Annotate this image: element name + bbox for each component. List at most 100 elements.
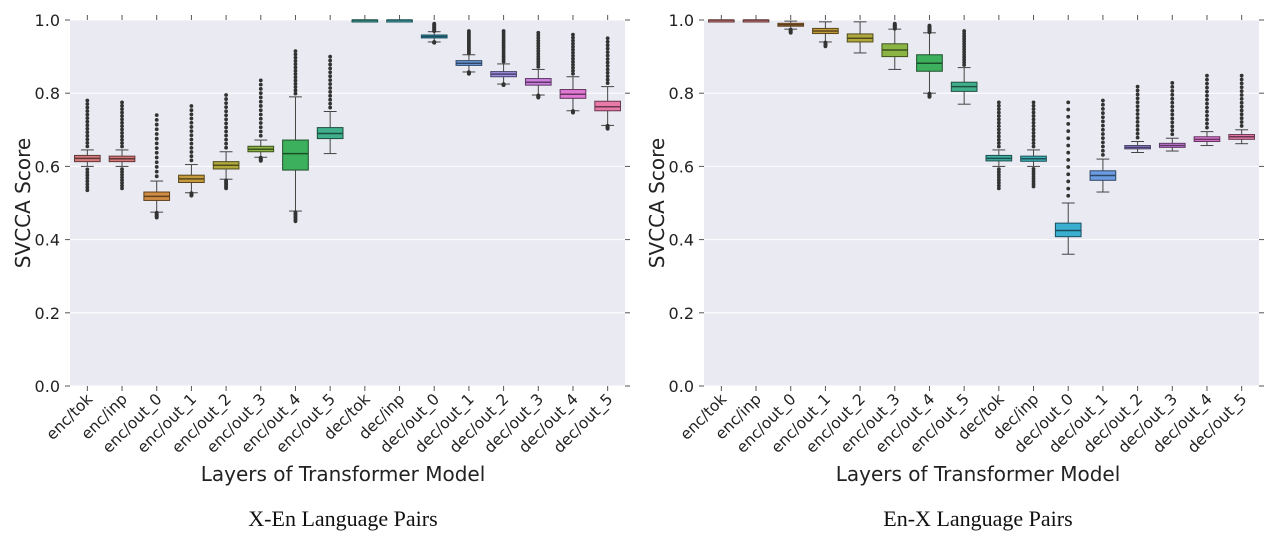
outlier-point xyxy=(120,169,124,174)
y-tick-label: 0.8 xyxy=(35,84,60,103)
outlier-point xyxy=(120,127,124,132)
outlier-point xyxy=(154,155,159,160)
outlier-point xyxy=(85,144,90,149)
outlier-point xyxy=(823,44,828,49)
grid xyxy=(70,19,625,387)
outlier-point xyxy=(1239,73,1244,78)
outlier-point xyxy=(605,64,610,68)
outlier-point xyxy=(120,100,124,105)
outlier-point xyxy=(258,129,263,134)
outlier-point xyxy=(536,59,541,64)
outlier-point xyxy=(258,78,263,83)
outlier-point xyxy=(328,54,333,59)
outlier-point xyxy=(1205,105,1209,110)
y-tick-label: 0.6 xyxy=(669,157,694,176)
outlier-point xyxy=(892,21,897,26)
outlier-point xyxy=(536,54,541,59)
outlier-point xyxy=(605,74,610,79)
outlier-point xyxy=(224,109,228,114)
outlier-point xyxy=(605,77,610,82)
outlier-point xyxy=(85,185,90,190)
outlier-point xyxy=(1170,120,1175,125)
outlier-point xyxy=(293,52,298,57)
outlier-point xyxy=(1170,132,1175,137)
y-axis-label: SVCCA Score xyxy=(645,138,669,268)
outlier-point xyxy=(293,68,298,73)
box-dec-out-1 xyxy=(1089,98,1117,193)
outlier-point xyxy=(258,108,263,113)
outlier-point xyxy=(571,71,575,76)
outlier-point xyxy=(120,175,124,180)
box-dec-out-4 xyxy=(1193,73,1221,147)
outlier-point xyxy=(85,188,90,193)
outlier-point xyxy=(258,133,263,138)
outlier-point xyxy=(467,71,471,76)
chart-x-en: 0.00.20.40.60.81.0 enc/tokenc/inpenc/out… xyxy=(11,11,630,531)
outlier-point xyxy=(1239,116,1244,121)
outlier-point xyxy=(605,36,610,41)
outlier-point xyxy=(1205,97,1209,102)
box-dec-out-2 xyxy=(1124,84,1151,153)
box-series xyxy=(74,19,621,224)
outlier-point xyxy=(536,57,541,61)
outlier-point xyxy=(1170,128,1175,133)
outlier-point xyxy=(224,97,228,101)
box-enc-inp xyxy=(108,100,136,191)
outlier-point xyxy=(120,183,124,188)
outlier-point xyxy=(962,31,967,36)
outlier-point xyxy=(154,174,159,179)
outlier-point xyxy=(536,64,541,69)
outlier-point xyxy=(1170,96,1175,101)
outlier-point xyxy=(293,91,298,96)
outlier-point xyxy=(605,46,610,51)
outlier-point xyxy=(328,58,333,63)
box-enc-out-3 xyxy=(247,78,275,163)
outlier-point xyxy=(85,112,90,117)
outlier-point xyxy=(1066,129,1071,134)
outlier-point xyxy=(571,35,575,40)
outlier-point xyxy=(571,38,575,43)
outlier-point xyxy=(1170,84,1175,89)
outlier-point xyxy=(293,78,298,83)
box-enc-out-3 xyxy=(881,21,909,70)
box-dec-out-4 xyxy=(559,32,587,115)
outlier-point xyxy=(258,121,263,125)
outlier-point xyxy=(328,105,333,110)
outlier-point xyxy=(1170,104,1175,109)
outlier-point xyxy=(224,145,228,150)
box-dec-out-2 xyxy=(490,29,517,88)
outlier-point xyxy=(1031,120,1036,125)
outlier-point xyxy=(571,62,575,67)
outlier-point xyxy=(85,170,90,175)
outlier-point xyxy=(1101,98,1105,103)
outlier-point xyxy=(501,83,506,88)
outlier-point xyxy=(571,47,575,52)
outlier-point xyxy=(1031,131,1036,135)
y-tick-label: 0.4 xyxy=(669,231,694,250)
outlier-point xyxy=(536,33,541,38)
outlier-point xyxy=(1066,172,1071,177)
outlier-point xyxy=(536,38,541,43)
outlier-point xyxy=(1101,111,1105,115)
outlier-point xyxy=(1031,107,1036,112)
outlier-point xyxy=(189,112,194,117)
outlier-point xyxy=(536,43,541,48)
outlier-point xyxy=(224,137,228,142)
box-dec-inp xyxy=(386,19,413,23)
outlier-point xyxy=(258,116,263,121)
outlier-point xyxy=(996,167,1001,172)
outlier-point xyxy=(154,141,159,146)
box-series xyxy=(708,19,1255,255)
outlier-point xyxy=(996,103,1001,108)
outlier-point xyxy=(1031,134,1036,139)
outlier-point xyxy=(293,85,298,89)
outlier-point xyxy=(962,52,967,57)
outlier-point xyxy=(224,141,228,146)
outlier-point xyxy=(1101,106,1105,111)
outlier-point xyxy=(189,129,194,134)
outlier-point xyxy=(85,133,90,138)
outlier-point xyxy=(1066,136,1071,141)
outlier-point xyxy=(1170,92,1175,97)
outlier-point xyxy=(1170,116,1175,121)
y-tick-label: 0.2 xyxy=(35,304,60,323)
